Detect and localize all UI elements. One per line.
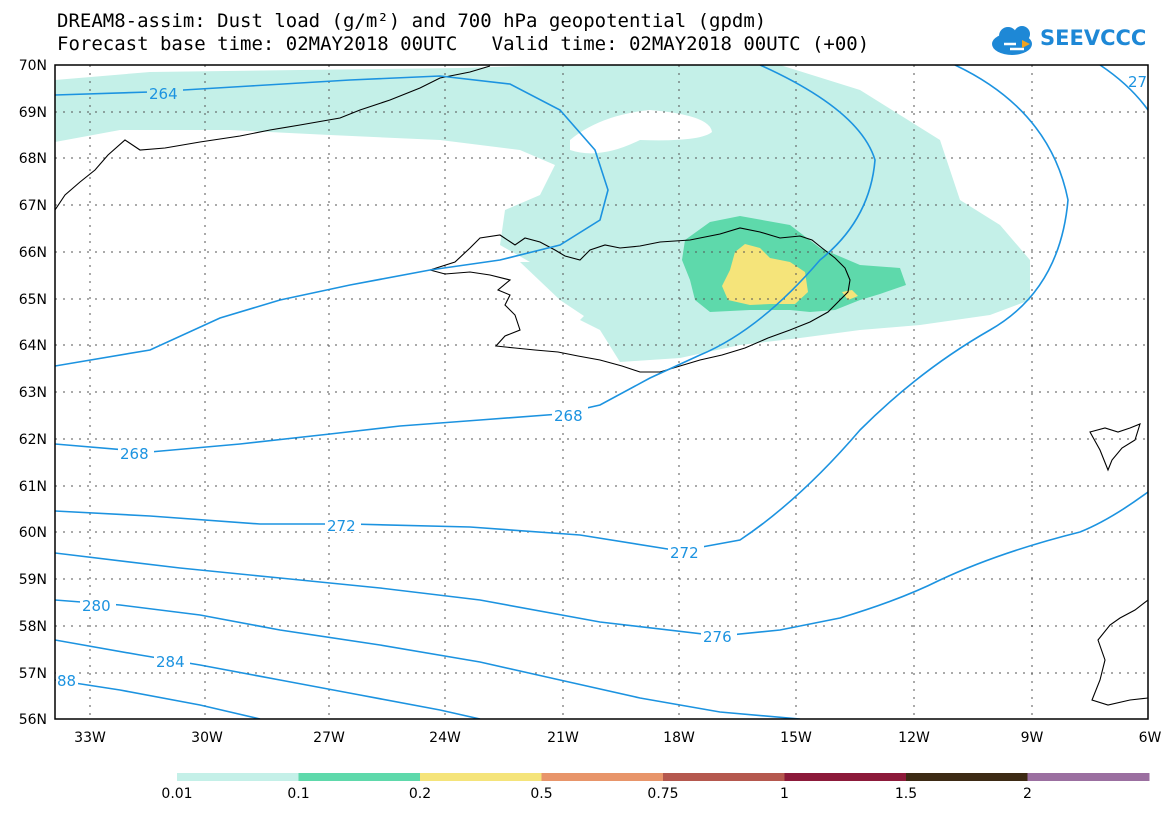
colorbar-swatch [663, 773, 785, 781]
seevccc-logo [992, 26, 1032, 55]
colorbar-label: 2 [1023, 786, 1032, 802]
lat-label: 62N [19, 432, 47, 448]
contour-label-288: 88 [57, 672, 76, 690]
colorbar-label: 0.5 [530, 786, 553, 802]
dust-region-light [55, 65, 1030, 362]
dust-region-high [722, 244, 808, 305]
colorbar-swatch [420, 773, 542, 781]
contour-272 [55, 65, 1069, 552]
lon-label: 33W [74, 730, 106, 746]
lat-label: 57N [19, 666, 47, 682]
colorbar-swatch [177, 773, 299, 781]
lat-label: 59N [19, 572, 47, 588]
cloud-icon [992, 26, 1032, 55]
colorbar-label: 1 [780, 786, 789, 802]
contour-label-27x: 27 [1128, 73, 1147, 91]
lon-label: 6W [1139, 730, 1162, 746]
dust-free-hole [570, 110, 712, 154]
lon-label: 27W [313, 730, 345, 746]
contour-label-272a: 272 [327, 517, 356, 535]
lon-label: 12W [898, 730, 930, 746]
contour-27x [1099, 65, 1148, 111]
colorbar-swatch [906, 773, 1028, 781]
logo-text: SEEVCCC [1040, 26, 1147, 50]
contour-label-276: 276 [703, 628, 732, 646]
contour-280 [55, 599, 801, 719]
colorbar-label: 0.75 [647, 786, 679, 802]
colorbar-label: 0.1 [287, 786, 310, 802]
lat-label: 67N [19, 198, 47, 214]
iceland-coast [428, 227, 851, 373]
lat-label: 63N [19, 385, 47, 401]
colorbar-swatch [784, 773, 907, 781]
lat-label: 64N [19, 338, 47, 354]
colorbar-swatch [541, 773, 664, 781]
lat-label: 61N [19, 479, 47, 495]
map-title: DREAM8-assim: Dust load (g/m²) and 700 h… [57, 10, 767, 32]
map-frame [54, 64, 1149, 720]
longitude-labels: 33W 30W 27W 24W 21W 18W 15W 12W 9W 6W [74, 730, 1161, 746]
lon-label: 9W [1021, 730, 1044, 746]
colorbar-swatch [1027, 773, 1150, 781]
map-subtitle: Forecast base time: 02MAY2018 00UTC Vali… [57, 33, 870, 55]
contour-label-264: 264 [149, 85, 178, 103]
lon-label: 18W [663, 730, 695, 746]
latitude-labels: 70N 69N 68N 67N 66N 65N 64N 63N 62N 61N … [19, 58, 47, 728]
lat-label: 66N [19, 245, 47, 261]
contour-label-268a: 268 [554, 407, 583, 425]
contour-label-268b: 268 [120, 445, 149, 463]
geopotential-contours [55, 65, 1148, 719]
colorbar-swatch [298, 773, 421, 781]
contour-264 [55, 75, 609, 367]
contour-288 [55, 679, 261, 719]
lat-label: 65N [19, 292, 47, 308]
contour-284 [55, 639, 481, 719]
colorbar-label: 0.01 [161, 786, 193, 802]
lat-label: 60N [19, 525, 47, 541]
contour-276 [55, 491, 1148, 637]
colorbar-label: 0.2 [408, 786, 432, 802]
colorbar-label: 1.5 [894, 786, 918, 802]
lat-label: 68N [19, 151, 47, 167]
scotland-coast [1091, 599, 1148, 706]
lat-label: 56N [19, 712, 47, 728]
contour-label-280: 280 [82, 597, 111, 615]
lon-label: 21W [547, 730, 579, 746]
contour-268-north [55, 65, 876, 453]
coastlines [55, 65, 1148, 706]
lon-label: 15W [780, 730, 812, 746]
lon-label: 30W [191, 730, 223, 746]
dust-region-light-west [520, 262, 620, 320]
colorbar [177, 773, 1150, 781]
dust-region-high-east [842, 290, 858, 300]
contour-label-272b: 272 [670, 544, 699, 562]
contour-label-group: 264 268 268 272 272 276 280 284 88 27 [56, 73, 1147, 690]
contour-label-284: 284 [156, 653, 185, 671]
lon-label: 24W [429, 730, 461, 746]
lat-label: 69N [19, 105, 47, 121]
greenland-coast [55, 65, 491, 211]
lat-label: 70N [19, 58, 47, 74]
faroe-coast [1089, 423, 1141, 472]
lat-label: 58N [19, 619, 47, 635]
